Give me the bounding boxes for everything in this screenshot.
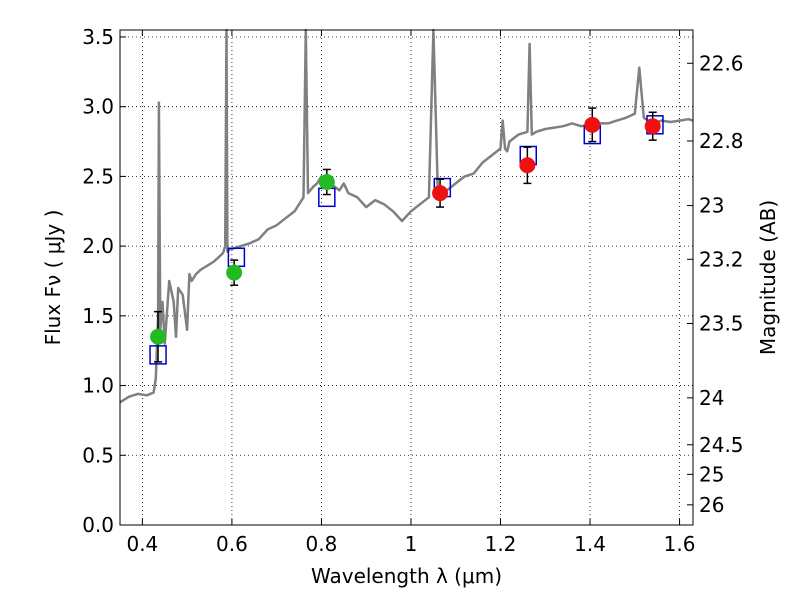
spectrum-line — [119, 28, 694, 404]
x-tick-labels: 0.4 0.6 0.8 1 1.2 1.4 1.6 — [126, 532, 695, 556]
right-tick-label: 23.5 — [699, 311, 744, 335]
spectrum-series — [119, 28, 694, 404]
right-tick-label: 23.2 — [699, 247, 744, 271]
right-tick-label: 23 — [699, 194, 724, 218]
right-axis-title: Magnitude (AB) — [756, 200, 780, 355]
y-tick-label: 0.0 — [82, 513, 114, 537]
nir-point — [432, 185, 449, 202]
optical-point — [150, 328, 167, 345]
y-tick-label: 1.0 — [82, 374, 114, 398]
nir-point — [519, 157, 536, 174]
x-tick-label: 1 — [405, 532, 418, 556]
x-tick-label: 1.4 — [574, 532, 606, 556]
nir-point — [584, 116, 601, 133]
plot-frame — [119, 29, 694, 526]
nir-point — [644, 118, 661, 135]
y-tick-label: 3.5 — [82, 25, 114, 49]
x-axis-title: Wavelength λ (μm) — [311, 564, 502, 588]
y-tick-label: 1.5 — [82, 304, 114, 328]
observed-photometry-series — [150, 116, 661, 345]
right-tick-label: 22.8 — [699, 129, 744, 153]
optical-point — [318, 173, 335, 190]
right-tick-label: 26 — [699, 493, 724, 517]
y-tick-label: 2.0 — [82, 234, 114, 258]
right-tick-label: 25 — [699, 462, 724, 486]
right-tick-label: 24 — [699, 386, 724, 410]
x-tick-label: 0.6 — [216, 532, 248, 556]
ticks — [120, 30, 693, 526]
grid — [120, 30, 693, 526]
x-tick-label: 1.2 — [485, 532, 517, 556]
error-bars — [154, 107, 657, 363]
optical-point — [226, 264, 243, 281]
right-tick-label: 22.6 — [699, 51, 744, 75]
y-tick-label: 3.0 — [82, 95, 114, 119]
y-axis-title: Flux Fν ( μJy ) — [41, 210, 65, 346]
right-tick-label: 24.5 — [699, 433, 744, 457]
model-point — [227, 247, 246, 268]
y-tick-label: 0.5 — [82, 443, 114, 467]
y-tick-label: 2.5 — [82, 164, 114, 188]
y-tick-labels: 0.0 0.5 1.0 1.5 2.0 2.5 3.0 3.5 — [82, 25, 114, 537]
right-tick-labels: 22.6 22.8 23 23.2 23.5 24 24.5 25 26 — [699, 51, 744, 517]
x-tick-label: 0.8 — [306, 532, 338, 556]
x-tick-label: 0.4 — [126, 532, 158, 556]
x-tick-label: 1.6 — [664, 532, 696, 556]
